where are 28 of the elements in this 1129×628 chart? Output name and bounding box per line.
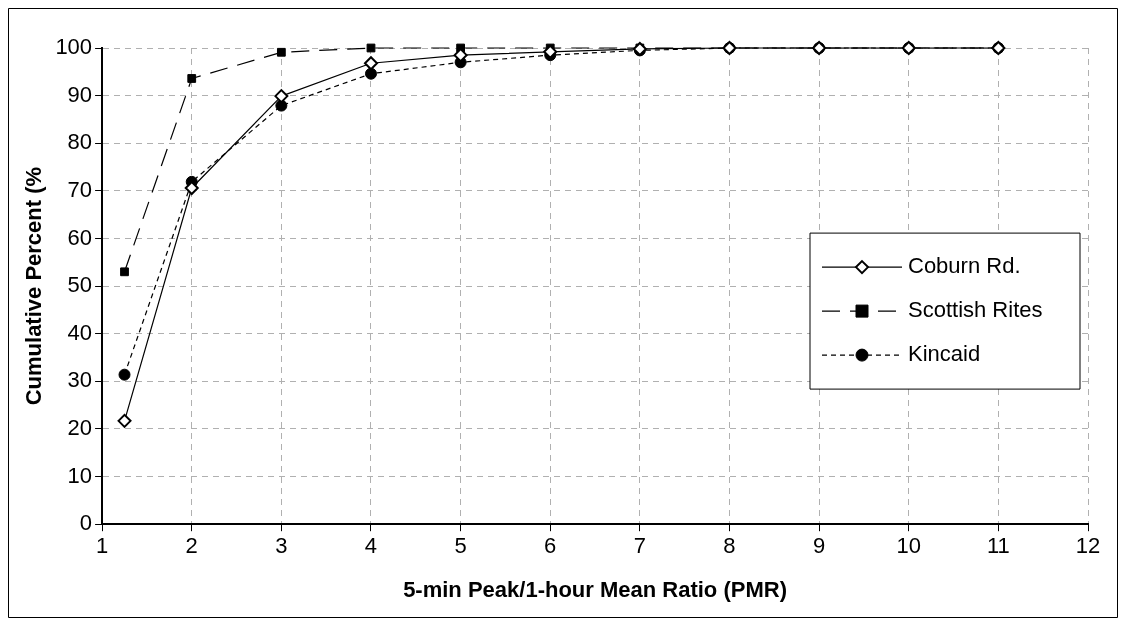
x-tick-label: 11 <box>986 533 1010 559</box>
x-tick-label: 9 <box>812 533 826 559</box>
y-tick-label: 60 <box>67 224 93 250</box>
y-axis-title: Cumulative Percent (% <box>21 166 47 406</box>
x-tick-label: 4 <box>364 533 378 559</box>
legend-label: Coburn Rd. <box>908 253 1021 279</box>
y-tick-label: 80 <box>67 129 93 155</box>
y-tick-label: 10 <box>67 462 93 488</box>
x-tick-label: 12 <box>1075 533 1101 559</box>
y-tick-label: 70 <box>67 176 93 202</box>
x-tick-label: 6 <box>544 533 557 559</box>
y-tick-label: 90 <box>67 81 93 107</box>
x-tick-label: 10 <box>896 533 921 559</box>
x-tick-label: 8 <box>723 533 736 559</box>
y-tick-label: 0 <box>79 510 93 536</box>
y-tick-label: 50 <box>67 272 93 298</box>
x-tick-label: 2 <box>185 533 198 559</box>
legend-label: Kincaid <box>908 341 981 367</box>
y-tick-label: 30 <box>67 367 93 393</box>
x-tick-label: 5 <box>454 533 467 559</box>
y-tick-label: 100 <box>55 34 93 60</box>
legend-label: Scottish Rites <box>908 297 1043 323</box>
x-axis-title: 5-min Peak/1-hour Mean Ratio (PMR) <box>403 576 787 602</box>
y-tick-label: 20 <box>67 415 93 441</box>
x-tick-label: 3 <box>275 533 288 559</box>
x-tick-label: 1 <box>95 533 109 559</box>
y-tick-label: 40 <box>67 319 93 345</box>
x-tick-label: 7 <box>633 533 646 559</box>
